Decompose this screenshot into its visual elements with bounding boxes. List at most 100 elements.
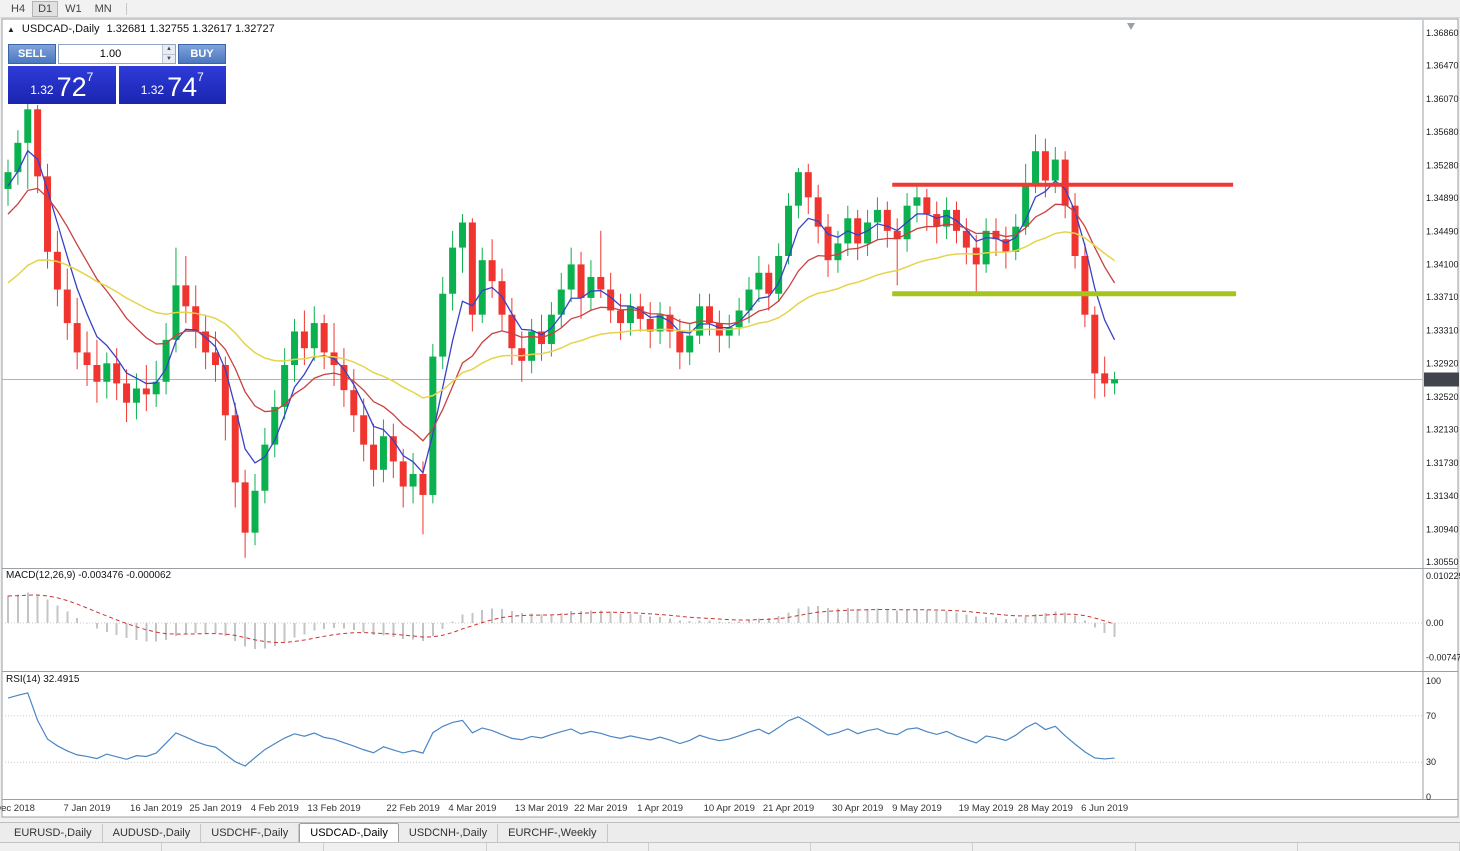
svg-text:22 Mar 2019: 22 Mar 2019 xyxy=(574,803,627,814)
svg-text:16 Jan 2019: 16 Jan 2019 xyxy=(130,803,182,814)
status-cell xyxy=(162,843,325,851)
svg-text:19 May 2019: 19 May 2019 xyxy=(959,803,1014,814)
svg-text:22 Feb 2019: 22 Feb 2019 xyxy=(386,803,439,814)
svg-text:9 May 2019: 9 May 2019 xyxy=(892,803,942,814)
svg-text:7 Jan 2019: 7 Jan 2019 xyxy=(64,803,111,814)
ma-line-34 xyxy=(7,231,1116,399)
svg-text:0.00: 0.00 xyxy=(1426,618,1444,628)
tab-audusd[interactable]: AUDUSD-,Daily xyxy=(103,824,202,842)
svg-text:-0.00747: -0.00747 xyxy=(1426,652,1460,662)
buy-price-display[interactable]: 1.32 74 7 xyxy=(118,66,226,104)
rsi-line xyxy=(7,692,1115,767)
buy-price-pip: 7 xyxy=(197,70,204,84)
collapse-trade-panel-icon[interactable]: ▲ xyxy=(7,24,15,34)
svg-text:28 Dec 2018: 28 Dec 2018 xyxy=(0,803,35,814)
svg-text:4 Mar 2019: 4 Mar 2019 xyxy=(448,803,496,814)
tab-eurusd[interactable]: EURUSD-,Daily xyxy=(4,824,103,842)
one-click-trade-panel: SELL 1.00 ▲ ▼ BUY 1.32 72 7 1.32 74 7 xyxy=(8,44,226,104)
status-cell xyxy=(487,843,649,851)
volume-field[interactable]: 1.00 ▲ ▼ xyxy=(58,44,176,64)
timeframe-h4-button[interactable]: H4 xyxy=(5,1,31,17)
sell-price-display[interactable]: 1.32 72 7 xyxy=(8,66,116,104)
tab-usdchf[interactable]: USDCHF-,Daily xyxy=(201,824,300,842)
svg-text:1.34490: 1.34490 xyxy=(1426,227,1459,237)
svg-text:1.31340: 1.31340 xyxy=(1426,491,1459,501)
svg-text:4 Feb 2019: 4 Feb 2019 xyxy=(251,803,299,814)
date-axis: 28 Dec 2018 7 Jan 2019 16 Jan 2019 25 Jan 2… xyxy=(0,803,1128,814)
moving-averages xyxy=(7,149,1116,475)
tab-usdcad[interactable]: USDCAD-,Daily xyxy=(299,823,399,842)
sell-price-prefix: 1.32 xyxy=(30,83,54,97)
toolbar-separator xyxy=(125,2,127,15)
macd-signal-line xyxy=(7,594,1115,643)
status-cell xyxy=(324,843,487,851)
svg-text:1.30940: 1.30940 xyxy=(1426,524,1459,534)
volume-increase-icon[interactable]: ▲ xyxy=(163,45,175,54)
status-cell xyxy=(1298,843,1460,851)
svg-text:1.32520: 1.32520 xyxy=(1426,392,1459,402)
chart-title-bar: ▲ USDCAD-,Daily 1.32681 1.32755 1.32617 … xyxy=(7,23,275,35)
svg-text:25 Jan 2019: 25 Jan 2019 xyxy=(189,803,241,814)
volume-spinner: ▲ ▼ xyxy=(162,45,175,63)
buy-price-main: 74 xyxy=(167,72,198,102)
svg-text:6 Jun 2019: 6 Jun 2019 xyxy=(1081,803,1128,814)
buy-price-prefix: 1.32 xyxy=(140,83,165,97)
svg-text:10 Apr 2019: 10 Apr 2019 xyxy=(704,803,755,814)
rsi-axis: 100 70 30 0 xyxy=(1426,676,1441,802)
chart-shift-marker-icon[interactable] xyxy=(1127,23,1135,30)
svg-text:13 Mar 2019: 13 Mar 2019 xyxy=(515,803,568,814)
chart-symbol-label: USDCAD-,Daily xyxy=(21,23,100,35)
macd-panel-plot xyxy=(2,592,1422,649)
svg-text:1.30550: 1.30550 xyxy=(1426,557,1459,567)
svg-text:28 May 2019: 28 May 2019 xyxy=(1018,803,1073,814)
rsi-panel-plot xyxy=(2,692,1422,767)
buy-button[interactable]: BUY xyxy=(178,44,226,64)
svg-text:100: 100 xyxy=(1426,676,1441,686)
svg-text:70: 70 xyxy=(1426,711,1436,721)
macd-indicator-label: MACD(12,26,9) -0.003476 -0.000062 xyxy=(6,570,172,581)
svg-text:1.32130: 1.32130 xyxy=(1426,425,1459,435)
svg-text:1.31730: 1.31730 xyxy=(1426,458,1459,468)
svg-text:1.33310: 1.33310 xyxy=(1426,326,1459,336)
volume-value[interactable]: 1.00 xyxy=(99,48,122,60)
svg-text:1.36070: 1.36070 xyxy=(1426,94,1459,104)
svg-text:1.33710: 1.33710 xyxy=(1426,292,1459,302)
sell-price-pip: 7 xyxy=(86,70,94,84)
svg-text:0.010229: 0.010229 xyxy=(1426,571,1460,581)
svg-text:30: 30 xyxy=(1426,757,1436,767)
status-cell xyxy=(649,843,812,851)
svg-text:30 Apr 2019: 30 Apr 2019 xyxy=(832,803,883,814)
rsi-indicator-label: RSI(14) 32.4915 xyxy=(6,674,80,685)
timeframe-toolbar: H4 D1 W1 MN xyxy=(0,0,1460,18)
volume-decrease-icon[interactable]: ▼ xyxy=(163,53,175,63)
macd-axis: 0.010229 0.00 -0.00747 xyxy=(1426,571,1460,662)
svg-text:1.34100: 1.34100 xyxy=(1426,259,1459,269)
svg-text:1.35680: 1.35680 xyxy=(1426,127,1459,137)
svg-text:1.36470: 1.36470 xyxy=(1426,61,1459,71)
tab-usdcnh[interactable]: USDCNH-,Daily xyxy=(399,824,499,842)
svg-text:0: 0 xyxy=(1426,792,1431,802)
svg-text:21 Apr 2019: 21 Apr 2019 xyxy=(763,803,814,814)
timeframe-w1-button[interactable]: W1 xyxy=(59,1,88,17)
svg-text:1.32920: 1.32920 xyxy=(1426,358,1459,368)
current-price-tag xyxy=(1424,372,1459,387)
timeframe-mn-button[interactable]: MN xyxy=(89,1,118,17)
svg-text:1.35280: 1.35280 xyxy=(1426,160,1459,170)
timeframe-d1-button[interactable]: D1 xyxy=(32,0,59,17)
sell-price-main: 72 xyxy=(56,72,87,102)
status-bar xyxy=(0,842,1460,851)
chart-tab-bar: EURUSD-,Daily AUDUSD-,Daily USDCHF-,Daily U… xyxy=(0,822,1460,842)
status-cell xyxy=(0,843,163,851)
svg-text:1 Apr 2019: 1 Apr 2019 xyxy=(637,803,683,814)
chart-ohlc-values: 1.32681 1.32755 1.32617 1.32727 xyxy=(106,23,275,35)
ma-line-5 xyxy=(7,149,1116,475)
status-cell xyxy=(973,843,1136,851)
chart-canvas[interactable]: 1.36860 1.36470 1.36070 1.35680 1.35280 1.348… xyxy=(0,0,1460,822)
status-cell xyxy=(811,843,974,851)
svg-text:1.34890: 1.34890 xyxy=(1426,193,1459,203)
tab-eurchf[interactable]: EURCHF-,Weekly xyxy=(498,824,608,842)
svg-text:1.36860: 1.36860 xyxy=(1426,28,1459,38)
sell-button[interactable]: SELL xyxy=(8,44,56,64)
ma-line-13 xyxy=(7,187,1116,442)
